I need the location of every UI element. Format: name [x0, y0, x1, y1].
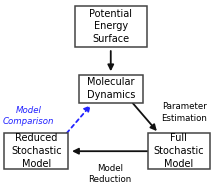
Text: Model
Reduction: Model Reduction — [88, 164, 131, 184]
Text: Reduced
Stochastic
Model: Reduced Stochastic Model — [11, 133, 62, 169]
Bar — [148, 133, 210, 169]
Bar — [4, 133, 68, 169]
Text: Parameter
Estimation: Parameter Estimation — [161, 102, 207, 122]
Text: Model
Comparison: Model Comparison — [3, 106, 55, 126]
Bar — [79, 75, 143, 103]
Text: Potential
Energy
Surface: Potential Energy Surface — [89, 9, 132, 44]
Text: Full
Stochastic
Model: Full Stochastic Model — [154, 133, 204, 169]
Text: Molecular
Dynamics: Molecular Dynamics — [86, 77, 135, 100]
Bar — [75, 6, 147, 47]
